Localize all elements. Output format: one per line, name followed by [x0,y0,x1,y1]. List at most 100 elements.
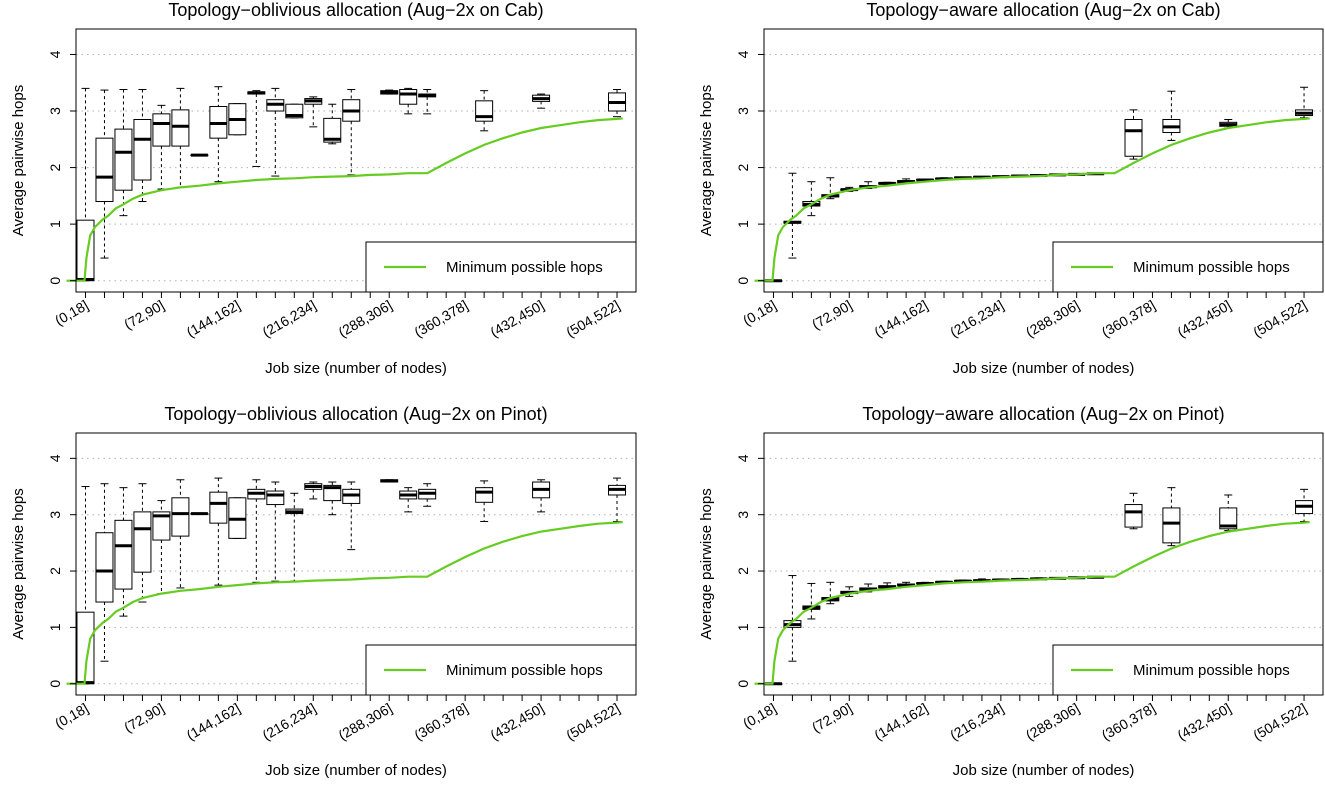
x-tick-label: (288,306] [335,297,394,340]
x-tick-label: (360,378] [411,297,470,340]
minimum-hops-line [66,117,623,282]
x-tick-label: (72,90] [121,297,167,333]
x-tick-label: (288,306] [1023,297,1082,340]
plot-frame [763,432,1324,696]
box-bin-25 [532,479,551,513]
y-axis-label: Average pairwise hops [10,488,27,639]
x-axis-label: Job size (number of nodes) [265,762,447,779]
y-tick-label: 3 [735,511,751,519]
y-tick-label: 2 [47,567,63,575]
box-bin-29 [1295,488,1314,522]
box-bin-29 [608,89,627,118]
x-tick-label: (504,522] [563,297,622,340]
panel-3: 0 1 2 3 4 (0,18] (72,90] (144,162] (216,234] (288… [10,404,637,779]
legend-label: Minimum possible hops [446,662,603,679]
x-axis-label: Job size (number of nodes) [953,360,1135,377]
legend-label: Minimum possible hops [446,259,603,276]
box-bin-22 [1162,90,1181,141]
box-bin-15 [342,89,361,176]
panel-2: 0 1 2 3 4 (0,18] (72,90] (144,162] (216,234] (288… [698,0,1324,377]
x-tick-label: (144,162] [184,700,243,743]
legend: Minimum possible hops [1052,241,1324,293]
legend-box [365,241,637,293]
box-bin-3 [114,487,133,617]
box-iqr [1162,507,1181,544]
box-bin-4 [133,483,152,603]
box-bin-13 [304,481,323,500]
box-bin-3 [802,582,821,620]
chart-title: Topology−aware allocation (Aug−2x on Cab… [866,0,1220,20]
y-tick-label: 4 [47,50,63,58]
box-iqr [95,137,114,203]
minimum-hops-line [754,520,1310,685]
box-bin-7 [190,512,209,516]
y-tick-label: 1 [47,623,63,631]
box-iqr [114,519,133,590]
y-tick-label: 0 [47,277,63,285]
x-tick-label: (504,522] [563,700,622,743]
box-bin-1 [76,486,95,685]
box-bin-12 [285,103,304,119]
box-bin-18 [399,487,418,513]
box-bin-3 [802,181,821,217]
y-tick-label: 3 [735,107,751,115]
box-bin-7 [190,153,209,157]
box-bin-9 [228,497,247,539]
box-bin-2 [783,172,802,259]
legend: Minimum possible hops [1052,644,1324,696]
y-tick-label: 2 [735,567,751,575]
box-bin-4 [133,89,152,203]
panel-4: 0 1 2 3 4 (0,18] (72,90] (144,162] (216,234] (288… [698,404,1324,779]
box-bin-22 [1162,487,1181,547]
box-bin-20 [1124,109,1143,160]
minimum-hops-line [754,117,1310,282]
box-bin-25 [532,93,551,109]
x-tick-label: (216,234] [947,700,1006,743]
y-axis-label: Average pairwise hops [10,85,27,236]
y-tick-label: 4 [735,50,751,58]
y-tick-label: 4 [47,454,63,462]
box-bin-8 [209,86,228,183]
box-bin-14 [323,481,342,516]
x-tick-label: (432,450] [1175,297,1234,340]
box-bin-18 [399,87,418,115]
x-tick-label: (360,378] [1099,700,1158,743]
y-tick-label: 3 [47,511,63,519]
x-tick-label: (432,450] [1175,700,1234,743]
box-iqr [323,484,342,502]
box-bin-12 [285,492,304,582]
x-tick-label: (504,522] [1250,700,1309,743]
box-bin-2 [95,89,114,259]
box-bin-6 [171,479,190,589]
box-bin-15 [342,481,361,551]
box-bin-20 [1124,492,1143,530]
box-bin-19 [418,89,437,115]
x-tick-label: (432,450] [487,700,546,743]
y-tick-label: 0 [735,680,751,688]
box-iqr [1124,504,1143,528]
box-iqr [323,117,342,143]
box-bin-29 [608,477,627,522]
box-bin-11 [266,87,285,177]
y-tick-label: 0 [47,680,63,688]
x-tick-label: (144,162] [184,297,243,340]
box-bin-3 [114,89,133,217]
box-iqr [95,532,114,603]
box-bin-22 [475,480,494,522]
y-tick-label: 1 [735,220,751,228]
box-bin-11 [266,481,285,582]
plot-frame [75,28,637,293]
box-iqr [114,128,133,191]
x-tick-label: (360,378] [411,700,470,743]
box-bin-25 [1219,118,1238,129]
box-iqr [171,497,190,537]
box-iqr [475,487,494,503]
y-tick-label: 1 [47,220,63,228]
box-iqr [133,511,152,573]
box-iqr [171,109,190,147]
x-tick-label: (216,234] [260,297,319,340]
y-tick-label: 2 [735,163,751,171]
box-bin-7 [878,181,897,186]
chart-title: Topology−oblivious allocation (Aug−2x on… [168,0,543,20]
